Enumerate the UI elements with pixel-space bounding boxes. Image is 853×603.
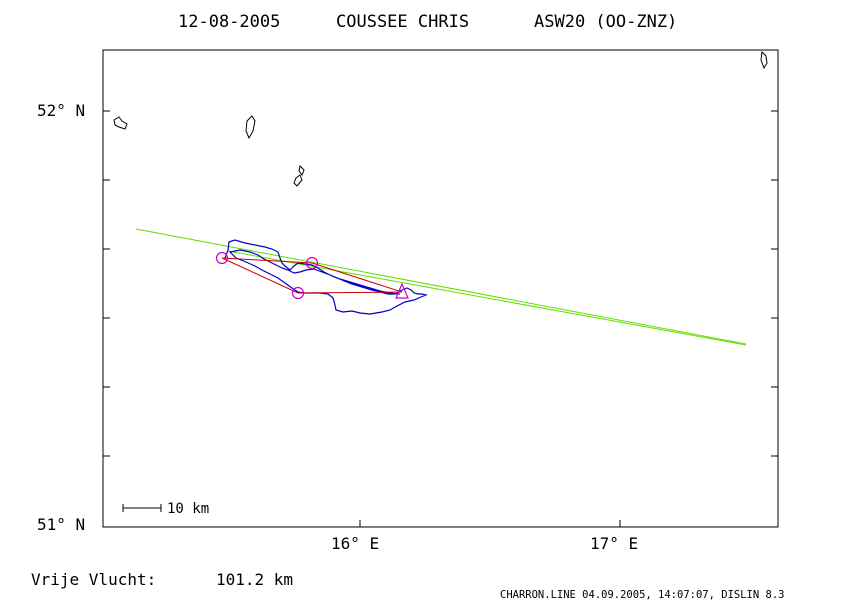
gps-track [224, 239, 428, 315]
lake-outline [113, 116, 128, 130]
right-ticks [771, 110, 778, 457]
free-flight-value: 101.2 km [216, 570, 293, 589]
lake-outline [760, 50, 768, 70]
free-flight-label: Vrije Vlucht: [31, 570, 156, 589]
flight-date: 12-08-2005 [178, 12, 280, 32]
map-frame [102, 49, 779, 528]
green-line [135, 228, 747, 346]
scale-bar-label: 10 km [167, 501, 209, 517]
turnpoint-marker [291, 286, 305, 300]
lake-outline [293, 174, 303, 187]
lon-label-17: 17° E [590, 534, 638, 553]
start-finish-marker [395, 282, 409, 299]
water-outlines [113, 50, 768, 187]
task-route [221, 257, 403, 294]
turnpoint-marker [215, 251, 229, 265]
turnpoints [215, 251, 409, 300]
lake-outline [298, 164, 305, 177]
bottom-ticks [359, 520, 621, 527]
pilot-name: COUSSEE CHRIS [336, 12, 469, 32]
lat-label-51: 51° N [37, 515, 85, 534]
turnpoint-marker [305, 256, 319, 270]
lat-label-52: 52° N [37, 101, 85, 120]
lake-outline [245, 115, 256, 140]
glider-name: ASW20 (OO-ZNZ) [534, 12, 677, 32]
lon-label-16: 16° E [331, 534, 379, 553]
left-ticks [103, 110, 110, 457]
scale-bar [122, 504, 162, 512]
credit-line: CHARRON.LINE 04.09.2005, 14:07:07, DISLI… [500, 589, 784, 601]
